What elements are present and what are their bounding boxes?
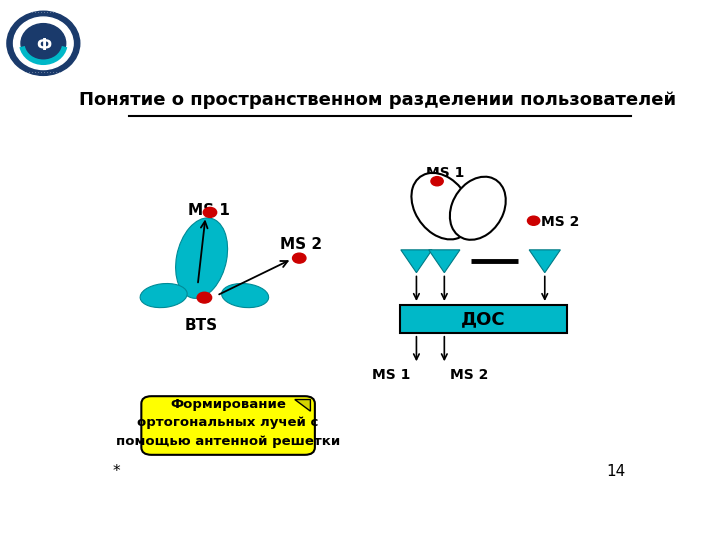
Polygon shape: [401, 250, 432, 273]
Text: MS 1: MS 1: [426, 166, 464, 180]
Text: MS 2: MS 2: [279, 237, 322, 252]
Ellipse shape: [411, 173, 472, 239]
Ellipse shape: [450, 177, 505, 240]
Text: Понятие о пространственном разделении пользователей: Понятие о пространственном разделении по…: [78, 91, 676, 109]
Polygon shape: [529, 250, 560, 273]
Circle shape: [203, 207, 217, 218]
Text: MS 2: MS 2: [450, 368, 488, 381]
Circle shape: [21, 24, 66, 63]
Circle shape: [197, 292, 212, 303]
Text: *: *: [112, 464, 120, 479]
Polygon shape: [294, 400, 310, 411]
Text: ДОС: ДОС: [461, 310, 505, 328]
Circle shape: [7, 11, 80, 76]
Text: MS 2: MS 2: [541, 215, 579, 229]
Ellipse shape: [140, 284, 187, 308]
Circle shape: [431, 177, 444, 186]
Text: BTS: BTS: [185, 318, 218, 333]
Ellipse shape: [176, 218, 228, 299]
Circle shape: [292, 253, 306, 263]
Ellipse shape: [222, 284, 269, 308]
FancyBboxPatch shape: [400, 305, 567, 333]
Text: 14: 14: [606, 464, 626, 479]
Text: · · · · · · · · · · · ·: · · · · · · · · · · · ·: [26, 10, 60, 15]
Text: · · · · · · · · · · · ·: · · · · · · · · · · · ·: [26, 70, 60, 75]
FancyBboxPatch shape: [141, 396, 315, 455]
Circle shape: [528, 216, 540, 225]
Text: MS 1: MS 1: [188, 203, 230, 218]
Text: Ф: Ф: [36, 38, 51, 53]
Polygon shape: [428, 250, 460, 273]
Text: MS 1: MS 1: [372, 368, 411, 381]
Text: Формирование
ортогональных лучей с
помощью антенной решетки: Формирование ортогональных лучей с помощ…: [116, 398, 341, 448]
Circle shape: [14, 17, 73, 70]
